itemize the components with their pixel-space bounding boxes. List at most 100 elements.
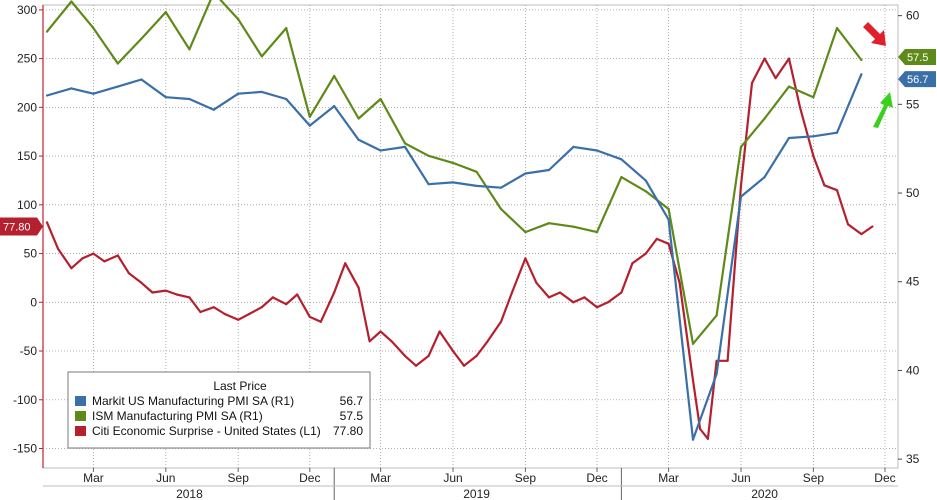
legend-entry-label: Markit US Manufacturing PMI SA (R1) (92, 394, 294, 408)
series-point-2 (667, 242, 670, 245)
left-tick-label: 250 (17, 52, 37, 66)
series-point-0 (620, 158, 623, 161)
series-point-2 (812, 155, 815, 158)
series-point-2 (739, 184, 743, 187)
x-tick-label: Mar (370, 471, 391, 485)
series-point-2 (871, 225, 874, 228)
left-tick-label: 100 (17, 198, 37, 212)
right-tick-label: 55 (906, 97, 920, 111)
series-point-0 (379, 149, 382, 152)
left-tick-label: -50 (20, 344, 38, 358)
right-tick-label: 60 (906, 9, 920, 23)
legend-box (67, 371, 371, 449)
series-point-2 (655, 237, 658, 240)
series-point-2 (846, 223, 850, 226)
series-point-0 (644, 179, 647, 182)
series-point-2 (510, 291, 514, 294)
series-point-2 (260, 306, 263, 309)
x-axis: Mar Jun Sep Dec Mar Jun Sep Dec Mar Jun Sep Dec 2018… (43, 468, 898, 500)
right-tick-label: 40 (906, 363, 920, 377)
series-point-2 (175, 293, 178, 296)
series-point-1 (620, 176, 623, 179)
series-point-2 (116, 254, 119, 257)
left-tick-label: 200 (17, 100, 37, 114)
series-point-0 (212, 108, 215, 111)
series-point-2 (524, 257, 527, 260)
series-point-0 (188, 97, 191, 101)
series-point-2 (368, 340, 371, 343)
last-value-tag: 77.80 (0, 217, 43, 236)
legend-entry-label: Citi Economic Surprise - United States (… (92, 424, 321, 438)
right-tick-label: 50 (906, 186, 920, 200)
last-value-tags: 57.5 56.7 77.80 (0, 48, 936, 236)
series-point-2 (403, 354, 407, 357)
series-point-1 (691, 342, 695, 345)
series-point-1 (403, 142, 407, 145)
legend-swatch (75, 396, 86, 406)
series-point-0 (547, 168, 551, 172)
series-point-2 (438, 330, 441, 333)
series-point-2 (860, 233, 863, 236)
series-point-1 (116, 62, 119, 65)
series-point-1 (547, 222, 551, 225)
series-point-0 (739, 195, 743, 198)
series-point-0 (357, 138, 360, 141)
series-point-0 (70, 87, 73, 90)
x-year-label: 2020 (751, 487, 778, 500)
series-point-1 (763, 117, 766, 120)
series-point-2 (237, 318, 240, 321)
series-point-2 (499, 320, 503, 323)
series-point-2 (451, 349, 455, 353)
series-point-2 (333, 291, 336, 294)
series-point-1 (572, 225, 575, 228)
series-point-2 (248, 312, 251, 316)
series-point-0 (403, 145, 407, 148)
series-point-2 (547, 296, 551, 299)
legend-swatch (75, 411, 86, 421)
series-point-0 (237, 92, 240, 95)
x-tick-label: Dec (874, 471, 895, 485)
series-point-2 (835, 189, 839, 192)
series-point-2 (357, 286, 360, 289)
series-point-2 (212, 306, 215, 309)
x-tick-label: Dec (586, 471, 607, 485)
series-point-0 (285, 97, 288, 101)
series-point-1 (379, 97, 382, 101)
right-tick-label: 45 (906, 275, 920, 289)
series-point-0 (308, 124, 311, 127)
x-tick-label: Sep (515, 471, 537, 485)
series-point-1 (427, 154, 430, 157)
series-point-2 (45, 221, 49, 224)
series-point-2 (285, 303, 288, 306)
series-point-2 (699, 427, 702, 431)
series-point-2 (535, 281, 538, 284)
series-point-1 (140, 37, 143, 40)
series-point-2 (726, 359, 729, 362)
series-point-2 (644, 252, 647, 255)
series-point-1 (285, 27, 288, 30)
series-point-0 (835, 131, 839, 134)
series-point-2 (103, 260, 106, 263)
x-tick-label: Mar (658, 471, 679, 485)
series-point-0 (451, 181, 455, 184)
green-up-arrow-icon (873, 92, 893, 128)
series-point-0 (524, 172, 527, 175)
series-lines (45, 0, 874, 441)
series-point-1 (667, 207, 670, 211)
left-tick-label: 150 (17, 149, 37, 163)
left-tick-label: -150 (13, 442, 37, 456)
series-point-2 (691, 379, 695, 382)
series-point-1 (70, 0, 73, 3)
series-point-0 (475, 184, 478, 187)
series-point-1 (260, 55, 263, 58)
series-point-0 (860, 73, 863, 76)
x-tick-label: Jun (731, 471, 750, 485)
tag-shape (898, 71, 936, 88)
series-point-2 (151, 291, 154, 294)
series-point-2 (583, 296, 586, 299)
series-point-0 (140, 78, 143, 81)
series-point-1 (357, 117, 360, 120)
direction-arrows (863, 22, 893, 128)
